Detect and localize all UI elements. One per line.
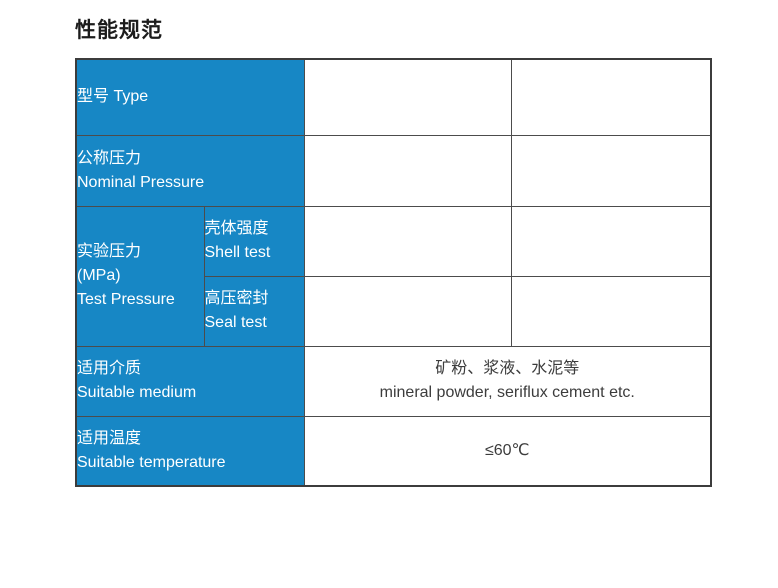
nominal-pressure-value-cell-1: [303, 134, 512, 207]
row-nominal-pressure: 公称压力 Nominal Pressure: [75, 134, 712, 207]
type-value-cell-1: [303, 58, 512, 136]
seal-test-value-cell-1: [303, 275, 512, 347]
row-suitable-medium: 适用介质 Suitable medium 矿粉、浆液、水泥等 mineral p…: [75, 345, 712, 417]
shell-test-label-zh: 壳体强度: [204, 220, 269, 237]
type-label: 型号 Type: [77, 88, 149, 106]
suitable-medium-label-zh: 适用介质: [77, 360, 142, 377]
type-value-cell-2: [510, 58, 712, 136]
seal-test-value-cell-2: [510, 275, 712, 347]
suitable-temperature-value: ≤60℃: [484, 441, 530, 459]
type-label-cell: 型号 Type: [75, 58, 305, 136]
seal-test-label-en: Seal test: [204, 314, 267, 331]
spec-table: 型号 Type 公称压力 Nominal Pressure 实验压力 (MPa)…: [75, 58, 712, 487]
suitable-temperature-label-zh: 适用温度: [77, 429, 142, 447]
nominal-pressure-label-cell: 公称压力 Nominal Pressure: [75, 134, 305, 207]
test-pressure-label-en: Test Pressure: [77, 291, 175, 308]
test-pressure-label-zh: 实验压力: [77, 243, 142, 260]
seal-test-label-cell: 高压密封 Seal test: [203, 275, 305, 347]
shell-test-label-cell: 壳体强度 Shell test: [203, 205, 305, 277]
nominal-pressure-value-cell-2: [510, 134, 712, 207]
suitable-medium-label-cell: 适用介质 Suitable medium: [75, 345, 305, 417]
suitable-temperature-label-en: Suitable temperature: [77, 453, 226, 471]
row-suitable-temperature: 适用温度 Suitable temperature ≤60℃: [75, 415, 712, 487]
nominal-pressure-label-en: Nominal Pressure: [77, 173, 205, 191]
test-pressure-label-unit: (MPa): [77, 267, 121, 284]
shell-test-label-en: Shell test: [204, 244, 271, 261]
shell-test-value-cell-1: [303, 205, 512, 277]
nominal-pressure-label-zh: 公称压力: [77, 149, 142, 167]
shell-test-value-cell-2: [510, 205, 712, 277]
suitable-temperature-value-cell: ≤60℃: [303, 415, 712, 487]
test-pressure-label-cell: 实验压力 (MPa) Test Pressure: [75, 205, 205, 347]
row-type: 型号 Type: [75, 58, 712, 136]
row-shell-test: 实验压力 (MPa) Test Pressure 壳体强度 Shell test: [75, 205, 712, 347]
row-seal-test: 高压密封 Seal test: [76, 275, 712, 347]
page-title: 性能规范: [75, 19, 163, 42]
suitable-medium-value-zh: 矿粉、浆液、水泥等: [435, 360, 580, 377]
suitable-medium-value-en: mineral powder, seriflux cement etc.: [379, 384, 635, 401]
suitable-medium-label-en: Suitable medium: [77, 384, 197, 401]
seal-test-label-zh: 高压密封: [204, 290, 269, 307]
suitable-medium-value-cell: 矿粉、浆液、水泥等 mineral powder, seriflux cemen…: [303, 345, 712, 417]
suitable-temperature-label-cell: 适用温度 Suitable temperature: [75, 415, 305, 487]
